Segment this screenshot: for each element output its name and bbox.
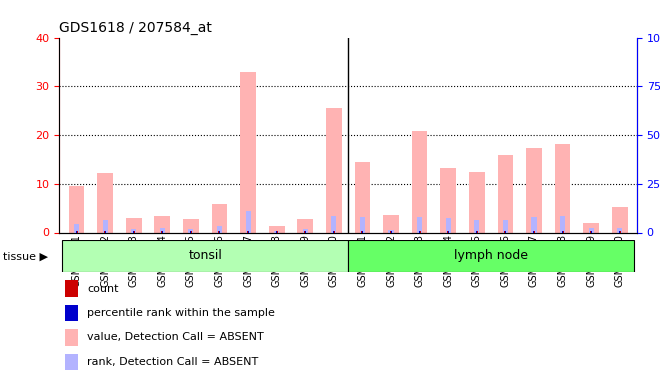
Bar	[348, 240, 634, 272]
Bar	[190, 231, 191, 232]
Bar	[183, 219, 199, 232]
Bar	[246, 211, 251, 232]
Bar	[304, 231, 306, 232]
Bar	[65, 354, 78, 370]
Bar	[562, 231, 564, 232]
Bar	[469, 172, 484, 232]
Bar	[533, 231, 535, 232]
Text: count: count	[87, 284, 119, 294]
Bar	[69, 186, 84, 232]
Bar	[133, 231, 134, 232]
Bar	[531, 217, 537, 232]
Text: tissue ▶: tissue ▶	[3, 252, 48, 262]
Bar	[161, 231, 163, 232]
Bar	[65, 305, 78, 321]
Text: value, Detection Call = ABSENT: value, Detection Call = ABSENT	[87, 333, 264, 342]
Bar	[447, 231, 449, 232]
Bar	[475, 220, 479, 232]
Bar	[440, 168, 456, 232]
Bar	[326, 108, 342, 232]
Bar	[505, 231, 506, 232]
Bar	[218, 231, 220, 232]
Bar	[619, 231, 620, 232]
Bar	[354, 162, 370, 232]
Bar	[104, 231, 106, 232]
Bar	[419, 231, 420, 232]
Bar	[498, 154, 513, 232]
Bar	[447, 231, 449, 232]
Bar	[97, 173, 113, 232]
Bar	[362, 231, 363, 232]
Bar	[476, 231, 478, 232]
Text: percentile rank within the sample: percentile rank within the sample	[87, 308, 275, 318]
Bar	[65, 329, 78, 346]
Bar	[562, 231, 563, 232]
Bar	[276, 231, 278, 232]
Bar	[190, 231, 192, 232]
Bar	[526, 148, 542, 232]
Text: tonsil: tonsil	[188, 249, 222, 262]
Bar	[126, 218, 142, 232]
Bar	[303, 229, 308, 232]
Bar	[504, 231, 506, 232]
Bar	[154, 216, 170, 232]
Bar	[362, 231, 364, 232]
Text: rank, Detection Call = ABSENT: rank, Detection Call = ABSENT	[87, 357, 258, 367]
Bar	[75, 231, 78, 232]
Bar	[105, 231, 106, 232]
Bar	[589, 228, 594, 232]
Bar	[298, 219, 313, 232]
Text: GDS1618 / 207584_at: GDS1618 / 207584_at	[59, 21, 213, 35]
Bar	[133, 231, 135, 232]
Bar	[389, 230, 393, 232]
Bar	[219, 231, 220, 232]
Bar	[617, 228, 622, 232]
Bar	[533, 231, 535, 232]
Bar	[590, 231, 592, 232]
Bar	[247, 231, 249, 232]
Bar	[65, 280, 78, 297]
Bar	[333, 231, 335, 232]
Bar	[248, 231, 249, 232]
Bar	[188, 229, 193, 232]
Bar	[418, 231, 420, 232]
Bar	[274, 231, 279, 232]
Bar	[390, 231, 392, 232]
Text: lymph node: lymph node	[454, 249, 528, 262]
Bar	[360, 217, 365, 232]
Bar	[612, 207, 628, 232]
Bar	[417, 217, 422, 232]
Bar	[331, 216, 337, 232]
Bar	[162, 231, 163, 232]
Bar	[269, 226, 284, 232]
Bar	[62, 240, 348, 272]
Bar	[217, 226, 222, 232]
Bar	[618, 231, 621, 232]
Bar	[412, 131, 428, 232]
Bar	[560, 216, 565, 232]
Bar	[76, 231, 77, 232]
Bar	[212, 204, 227, 232]
Bar	[583, 223, 599, 232]
Bar	[276, 231, 277, 232]
Bar	[305, 231, 306, 232]
Bar	[240, 72, 256, 232]
Bar	[333, 231, 335, 232]
Bar	[446, 218, 451, 232]
Bar	[102, 220, 108, 232]
Bar	[74, 224, 79, 232]
Bar	[554, 144, 570, 232]
Bar	[503, 220, 508, 232]
Bar	[131, 229, 137, 232]
Bar	[160, 228, 165, 232]
Bar	[383, 215, 399, 232]
